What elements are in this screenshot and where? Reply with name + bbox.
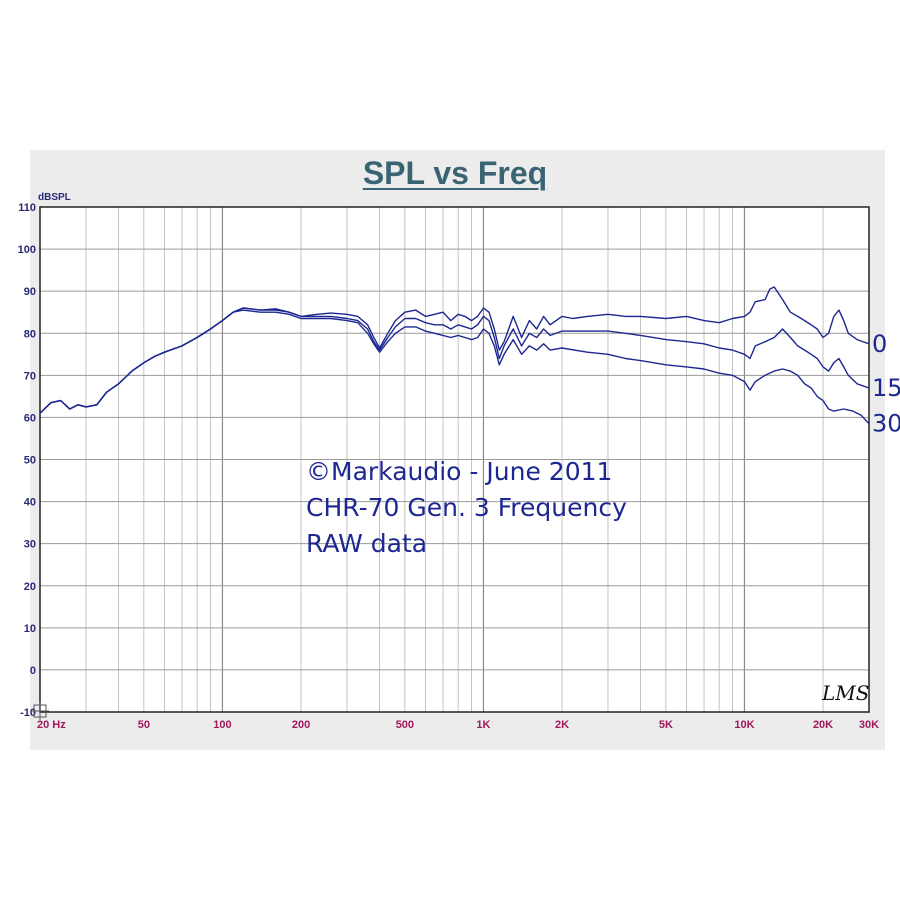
y-tick-label: 40 (24, 497, 36, 509)
x-tick-label: 200 (292, 719, 310, 731)
y-tick-label: 0 (30, 665, 36, 677)
x-tick-label: 2K (555, 719, 569, 731)
y-tick-label: -10 (20, 707, 36, 719)
x-tick-label: 100 (213, 719, 231, 731)
series-line-30 (39, 309, 870, 425)
x-tick-label: 20 Hz (37, 719, 66, 731)
annotations: ©Markaudio - June 2011 CHR-70 Gen. 3 Freq… (306, 457, 627, 558)
x-tick-label: 50 (138, 719, 150, 731)
y-tick-label: 30 (24, 539, 36, 551)
series-label-30: 30 (872, 410, 900, 438)
y-tick-label: 10 (24, 623, 36, 635)
x-tick-label: 10K (734, 719, 754, 731)
y-tick-label: 100 (18, 244, 36, 256)
y-tick-label: 50 (24, 455, 36, 467)
plot-border (39, 206, 870, 713)
series-label-0: 0 (872, 330, 887, 358)
series-label-15: 15 (872, 374, 900, 402)
y-tick-label: 110 (18, 202, 36, 214)
series-lines (39, 286, 870, 425)
x-tick-label: 500 (396, 719, 414, 731)
x-tick-label: 5K (659, 719, 673, 731)
y-tick-label: 80 (24, 328, 36, 340)
grid (39, 206, 870, 713)
annotation-line: ©Markaudio - June 2011 (306, 457, 612, 486)
crosshair-icon (31, 702, 49, 720)
y-tick-label: 60 (24, 412, 36, 424)
x-tick-label: 1K (476, 719, 490, 731)
y-tick-label: 90 (24, 286, 36, 298)
x-tick-label: 20K (813, 719, 833, 731)
y-tick-label: 20 (24, 581, 36, 593)
lms-signature: LMS (821, 681, 869, 705)
y-tick-label: 70 (24, 370, 36, 382)
y-axis-label: dBSPL (38, 192, 71, 203)
chart-title: SPL vs Freq (362, 155, 548, 191)
series-labels: 0 15 30 (872, 330, 900, 438)
annotation-line: CHR-70 Gen. 3 Frequency (306, 493, 627, 522)
x-tick-label: 30K (859, 719, 879, 731)
annotation-line: RAW data (306, 529, 427, 558)
